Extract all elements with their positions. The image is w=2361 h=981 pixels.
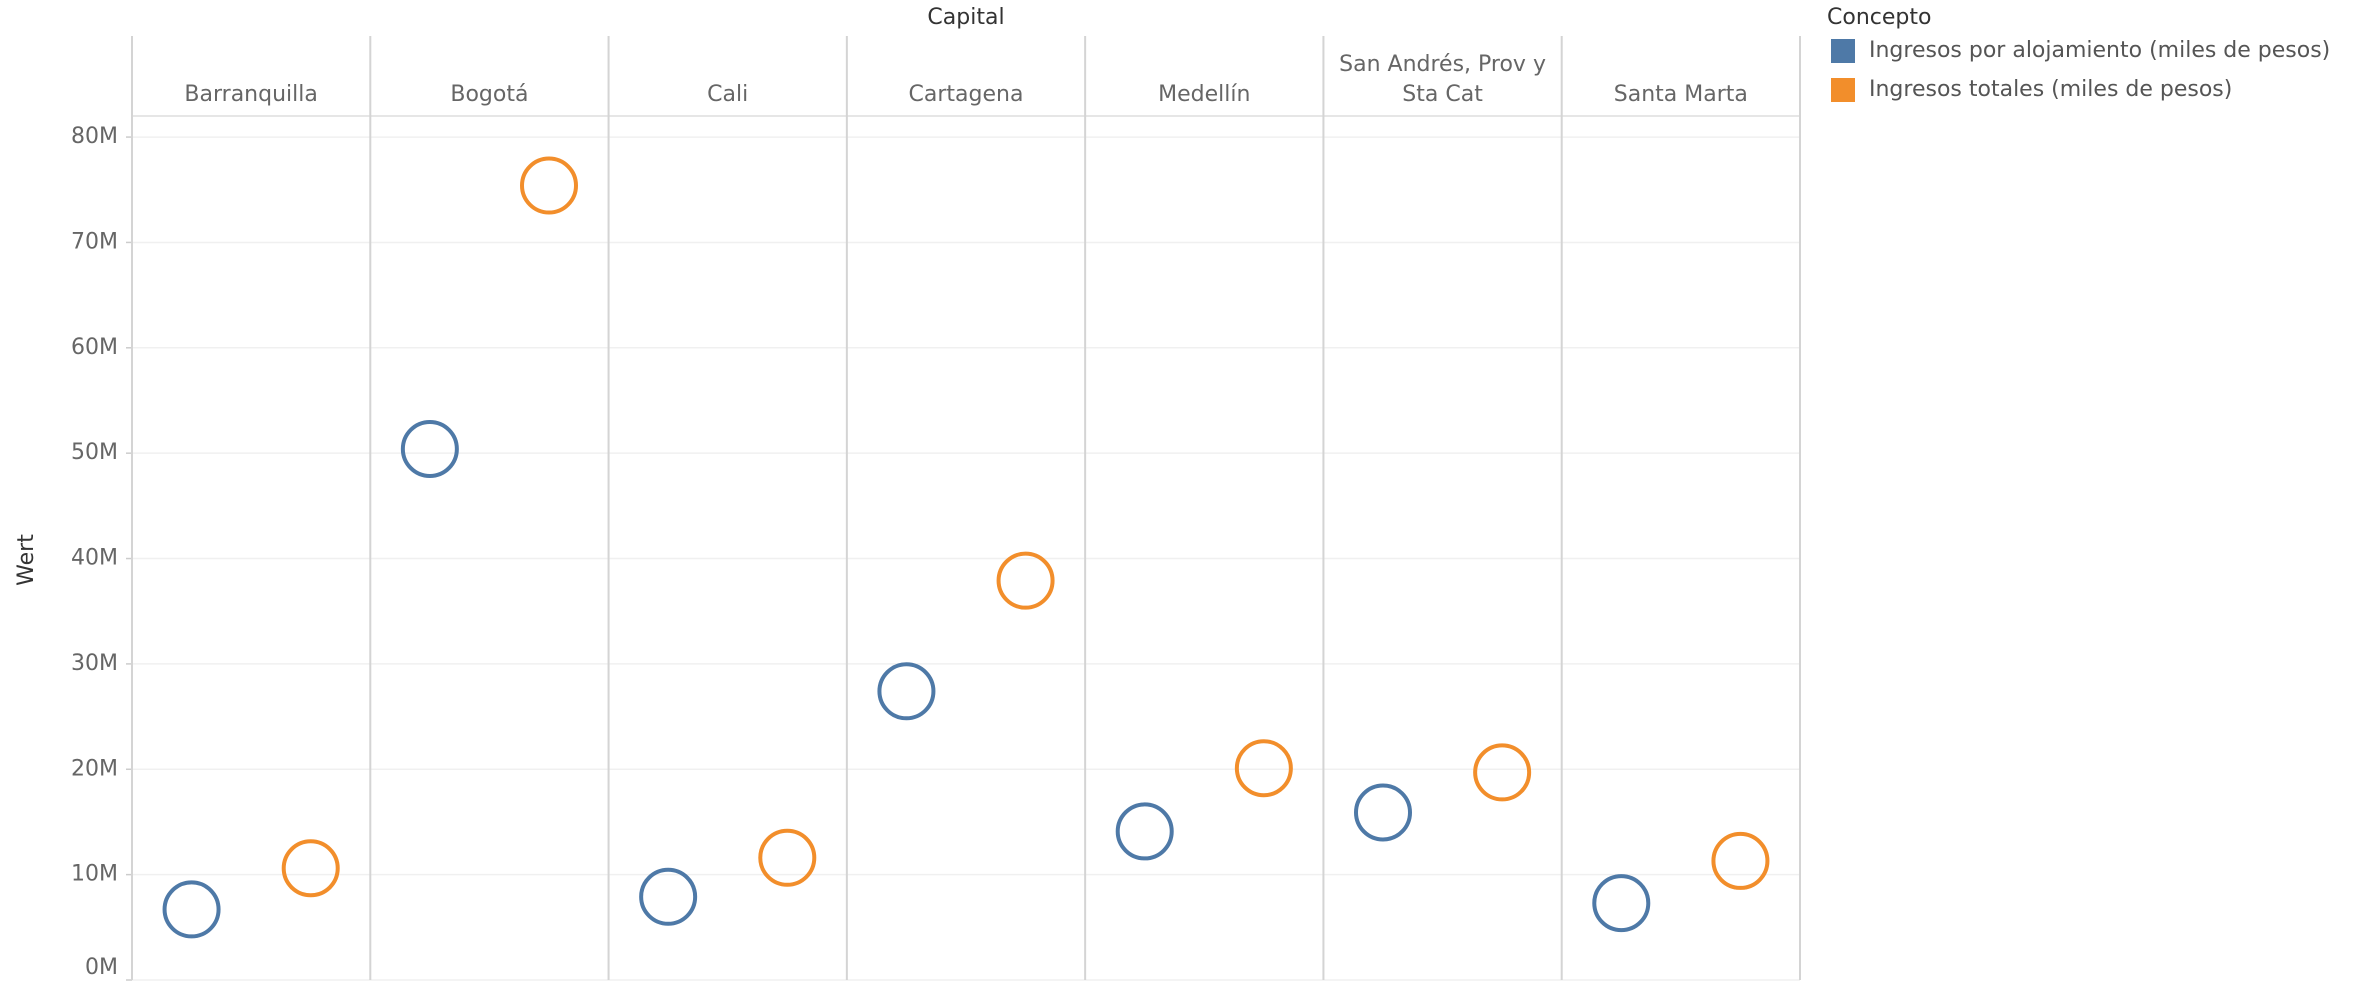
point (996, 551, 1055, 610)
facet-label: Cartagena (908, 82, 1024, 107)
point (1354, 783, 1412, 842)
point (758, 828, 817, 887)
point (639, 867, 698, 926)
point (1711, 831, 1770, 890)
legend-label: Ingresos por alojamiento (miles de pesos… (1869, 38, 2330, 63)
legend-swatch (1831, 78, 1855, 102)
y-tick-label: 60M (71, 335, 118, 360)
facet-label: Barranquilla (184, 82, 318, 107)
facet-label: Bogotá (450, 82, 529, 107)
y-tick-label: 20M (71, 756, 118, 781)
point (400, 419, 459, 478)
point (162, 880, 221, 939)
y-tick-label: 10M (71, 862, 118, 887)
point (520, 156, 578, 215)
point (1592, 874, 1651, 933)
point (1234, 739, 1293, 798)
point (1115, 802, 1174, 861)
point (877, 662, 936, 721)
facet-label: Santa Marta (1613, 82, 1748, 107)
y-tick-label: 80M (71, 124, 118, 149)
y-tick-label: 50M (71, 440, 118, 465)
facet-label: Cali (707, 82, 749, 107)
y-axis-label: Wert (14, 534, 39, 586)
legend-label: Ingresos totales (miles de pesos) (1869, 77, 2232, 102)
y-tick-label: 30M (71, 651, 118, 676)
y-tick-label: 40M (71, 546, 118, 571)
legend-swatch (1831, 39, 1855, 63)
point (1473, 743, 1532, 802)
facet-label: San Andrés, Prov y Sta Cat (1339, 52, 1546, 107)
column-header: Capital (927, 5, 1004, 30)
y-tick-label: 0M (85, 955, 118, 980)
point (281, 839, 340, 898)
y-tick-label: 70M (71, 229, 118, 254)
facet-label: Medellín (1158, 82, 1251, 107)
legend-title: Concepto (1827, 5, 1931, 30)
